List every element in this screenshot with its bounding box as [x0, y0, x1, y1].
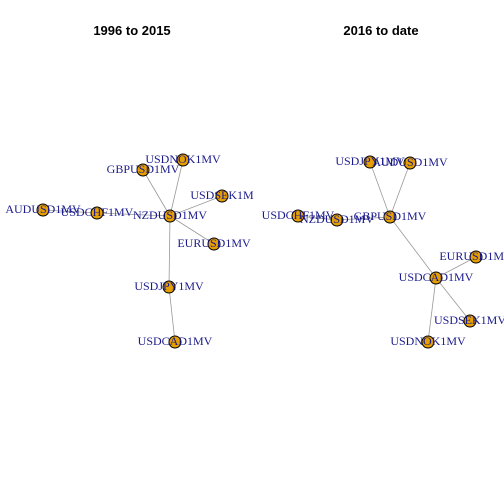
node: [162, 280, 176, 294]
node-label: AUDUSD1MV: [5, 202, 81, 216]
node: [36, 203, 50, 217]
node-label: USDCAD1MV: [399, 270, 474, 284]
node: [363, 155, 377, 169]
node-label: GBPUSD1MV: [107, 162, 180, 176]
node: [136, 163, 150, 177]
edge: [169, 159, 184, 217]
node: [163, 209, 177, 223]
node: [291, 209, 305, 223]
node: [403, 156, 417, 170]
edge: [435, 277, 471, 322]
node-label: USDJPY1MV: [134, 279, 204, 293]
node: [463, 314, 477, 328]
node-label: USDCHF1MV: [262, 208, 335, 222]
nodes: USDNOK1MVGBPUSD1MVUSDSEK1MAUDUSD1MVUSDCH…: [5, 152, 504, 349]
node-label: USDNOK1MV: [145, 152, 221, 166]
node: [330, 213, 344, 227]
node: [176, 153, 190, 167]
edge: [369, 161, 391, 218]
node: [421, 335, 435, 349]
edges: [42, 159, 477, 343]
edge: [169, 215, 215, 245]
panel-title: 1996 to 2015: [93, 23, 170, 38]
edge: [168, 286, 176, 343]
node: [429, 271, 443, 285]
edge: [96, 212, 171, 217]
node-label: USDSEK1M: [190, 188, 254, 202]
node: [469, 250, 483, 264]
edge: [142, 169, 171, 217]
node-label: USDNOK1MV: [390, 334, 466, 348]
edge: [427, 277, 437, 343]
node-label: EURUSD1MV: [439, 249, 504, 263]
panel-title: 2016 to date: [343, 23, 418, 38]
node-label: USDCAD1MV: [138, 334, 213, 348]
edge: [297, 215, 338, 221]
node-label: GBPUSD1MV: [354, 209, 427, 223]
node-label: EURUSD1MV: [177, 236, 251, 250]
edge: [169, 195, 223, 217]
node-label: USDJPY1MV: [335, 154, 405, 168]
node-label: AUDUSD1MV: [372, 155, 448, 169]
edge: [336, 216, 391, 221]
node: [215, 189, 229, 203]
node: [383, 210, 397, 224]
edge: [389, 162, 411, 218]
edge: [42, 209, 98, 214]
node-label: NZDUSD1MV: [300, 212, 374, 226]
node-label: USDCHF1MV: [61, 205, 134, 219]
node: [90, 206, 104, 220]
edge: [435, 256, 477, 279]
node-label: NZDUSD1MV: [133, 208, 207, 222]
edge: [389, 216, 437, 279]
node: [207, 237, 221, 251]
node-label: USDSEK1MV: [434, 313, 504, 327]
node: [168, 335, 182, 349]
edge: [168, 215, 171, 288]
